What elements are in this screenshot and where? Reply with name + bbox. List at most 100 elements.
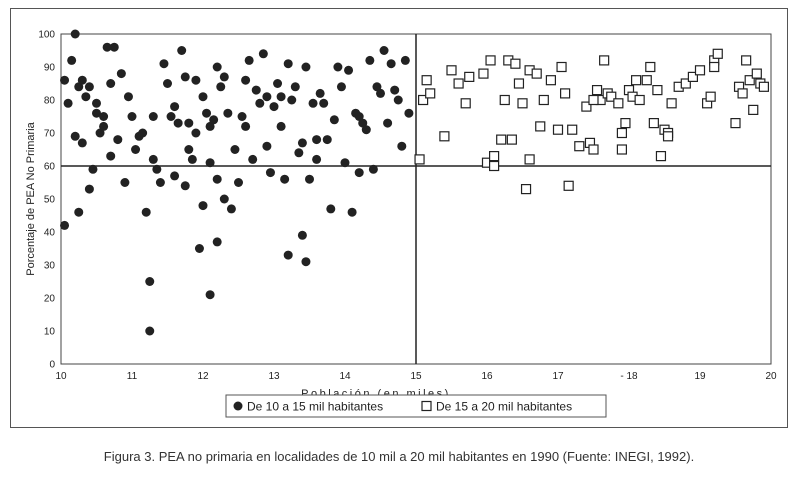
data-point-small-town — [269, 102, 279, 112]
data-point-small-town — [322, 135, 332, 145]
data-point-small-town — [400, 55, 410, 65]
data-point-large-town — [489, 151, 500, 162]
data-point-small-town — [262, 92, 272, 102]
data-point-large-town — [616, 144, 628, 155]
data-point-small-town — [70, 131, 80, 141]
data-point-large-town — [591, 84, 603, 96]
data-point-small-town — [205, 290, 215, 300]
data-point-small-town — [155, 178, 165, 187]
data-point-small-town — [301, 62, 311, 72]
data-point-small-town — [301, 257, 311, 267]
data-point-small-town — [145, 326, 155, 336]
data-point-small-town — [102, 42, 112, 52]
data-point-large-town — [538, 94, 549, 106]
y-tick-label: 30 — [44, 261, 56, 272]
data-point-small-town — [60, 220, 70, 230]
data-point-small-town — [312, 135, 322, 145]
data-point-small-town — [404, 108, 414, 118]
data-point-small-town — [297, 230, 307, 240]
data-point-small-town — [99, 112, 109, 121]
data-point-small-town — [92, 108, 101, 118]
data-point-small-town — [223, 108, 233, 118]
data-point-small-town — [379, 46, 389, 55]
data-point-large-town — [652, 84, 663, 96]
data-point-large-town — [499, 94, 510, 106]
y-tick-label: 20 — [44, 294, 56, 305]
data-point-small-town — [180, 72, 190, 82]
data-point-large-town — [460, 98, 471, 109]
data-point-large-town — [524, 154, 535, 165]
data-point-small-town — [138, 128, 148, 138]
x-tick-label: 13 — [268, 371, 280, 382]
data-point-large-town — [655, 151, 667, 162]
data-point-large-town — [421, 75, 432, 86]
data-point-small-town — [276, 92, 286, 102]
data-point-small-town — [336, 82, 346, 92]
legend-marker-square — [421, 400, 432, 412]
data-point-small-town — [234, 178, 243, 187]
legend-label-series-1: De 10 a 15 mil habitantes — [247, 400, 383, 414]
data-point-large-town — [453, 78, 464, 89]
data-points — [60, 29, 770, 336]
data-point-small-town — [116, 69, 126, 79]
data-point-small-town — [290, 82, 300, 92]
data-point-large-town — [563, 180, 574, 191]
data-point-large-town — [425, 88, 436, 99]
x-tick-label: - 18 — [620, 371, 638, 382]
data-point-small-town — [141, 207, 151, 217]
x-tick-label: 19 — [694, 371, 706, 382]
data-point-small-town — [99, 121, 109, 131]
data-point-small-town — [273, 79, 283, 88]
data-point-large-town — [730, 117, 741, 129]
data-point-large-town — [588, 144, 599, 155]
data-point-large-town — [535, 121, 546, 132]
data-point-small-town — [361, 125, 371, 135]
data-point-small-town — [294, 148, 304, 158]
data-point-small-town — [77, 138, 87, 148]
figure-caption: Figura 3. PEA no primaria en localidades… — [103, 449, 695, 464]
data-point-large-town — [648, 117, 659, 129]
data-point-large-town — [606, 91, 617, 102]
data-point-small-town — [163, 79, 172, 88]
legend-label-series-2: De 15 a 20 mil habitantes — [436, 400, 572, 414]
data-point-large-town — [506, 134, 517, 145]
data-point-large-town — [531, 68, 542, 79]
data-point-small-town — [84, 184, 94, 194]
data-point-large-town — [478, 68, 489, 79]
data-point-small-town — [219, 72, 229, 82]
data-point-large-town — [581, 101, 592, 112]
data-point-small-town — [248, 154, 258, 164]
data-point-large-town — [737, 88, 748, 99]
data-point-small-town — [283, 59, 293, 69]
x-tick-label: 14 — [339, 371, 351, 382]
x-tick-label: 15 — [410, 371, 422, 382]
data-point-large-town — [520, 184, 532, 195]
data-point-small-town — [329, 115, 339, 125]
data-point-large-town — [620, 117, 631, 129]
x-tick-label: 20 — [765, 371, 777, 382]
legend-box — [225, 394, 607, 418]
data-point-large-town — [489, 160, 500, 172]
data-point-small-town — [368, 164, 378, 174]
data-point-small-town — [152, 164, 162, 174]
data-point-small-town — [255, 98, 265, 108]
data-point-large-town — [439, 131, 450, 142]
data-point-large-town — [709, 61, 720, 73]
data-point-small-town — [70, 29, 80, 39]
data-point-large-town — [741, 55, 752, 66]
data-point-small-town — [344, 65, 354, 75]
chart-frame: 0 10 20 30 40 50 60 70 80 90 100 10 11 12 13 14 15 16 17-… — [10, 8, 788, 428]
data-point-small-town — [191, 75, 201, 85]
data-point-small-town — [74, 82, 84, 92]
data-point-large-town — [616, 127, 628, 139]
x-tick-label: 12 — [197, 371, 209, 382]
data-point-large-town — [634, 94, 645, 106]
y-tick-label: 10 — [44, 327, 56, 338]
data-point-large-town — [552, 124, 564, 135]
data-point-small-town — [127, 112, 137, 121]
data-point-large-town — [513, 78, 525, 89]
data-point-small-town — [212, 237, 222, 247]
y-axis-title: Porcentaje de PEA No Primaria — [25, 121, 37, 275]
data-point-small-town — [148, 112, 158, 121]
data-point-small-town — [230, 145, 240, 154]
